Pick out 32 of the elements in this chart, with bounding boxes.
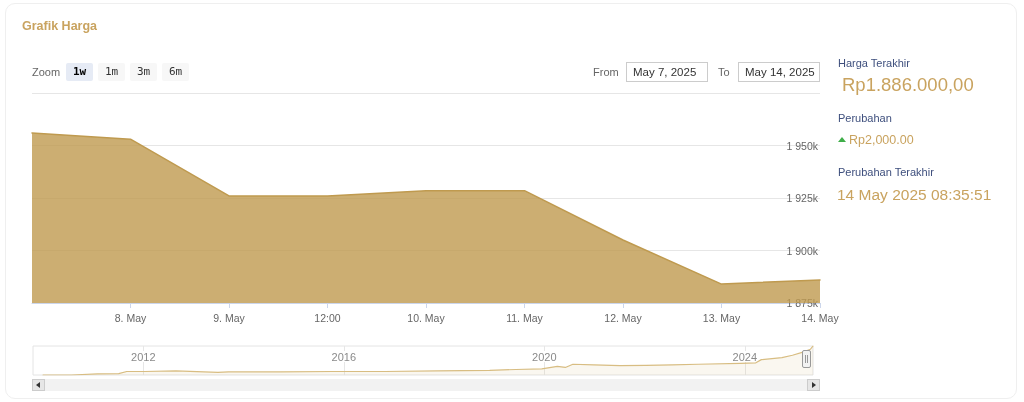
x-tick-label: 12:00 xyxy=(314,311,341,324)
text: Perubahan Terakhir xyxy=(838,165,934,179)
x-tick-label: 8. May xyxy=(114,311,147,324)
text: 14 May 2025 08:35:51 xyxy=(837,185,992,205)
chart-title: Grafik Harga xyxy=(22,19,98,33)
zoom-button: 1m xyxy=(98,63,125,81)
y-tick-label: 1 900k xyxy=(786,244,819,257)
text: Perubahan xyxy=(838,111,892,125)
text: Rp2,000.00 xyxy=(849,133,914,148)
y-tick-label: 1 950k xyxy=(786,139,819,152)
x-tick-label: 2016 xyxy=(331,350,357,363)
date-field: May 14, 2025 xyxy=(738,62,820,82)
x-tick-label: 14. May xyxy=(801,311,840,324)
zoom-button: 3m xyxy=(130,63,157,81)
y-tick-label: 1 875k xyxy=(786,297,819,309)
x-tick-label: 2024 xyxy=(732,350,758,363)
zoom-button: 6m xyxy=(162,63,189,81)
x-tick-label: 9. May xyxy=(213,311,246,324)
x-tick-label: 2012 xyxy=(131,350,156,363)
x-tick-label: 13. May xyxy=(702,311,741,324)
text: To xyxy=(718,65,730,79)
text: Rp1.886.000,00 xyxy=(842,73,974,97)
text: Zoom xyxy=(32,65,61,79)
x-tick-label: 2020 xyxy=(532,350,557,363)
text: From xyxy=(593,65,619,79)
x-tick-label: 11. May xyxy=(506,311,544,324)
x-tick-label: 12. May xyxy=(604,311,643,324)
zoom-button: 1w xyxy=(66,63,93,81)
x-tick-label: 10. May xyxy=(407,311,446,324)
date-field: May 7, 2025 xyxy=(626,62,708,82)
y-tick-label: 1 925k xyxy=(786,192,819,204)
text: Harga Terakhir xyxy=(838,56,910,70)
